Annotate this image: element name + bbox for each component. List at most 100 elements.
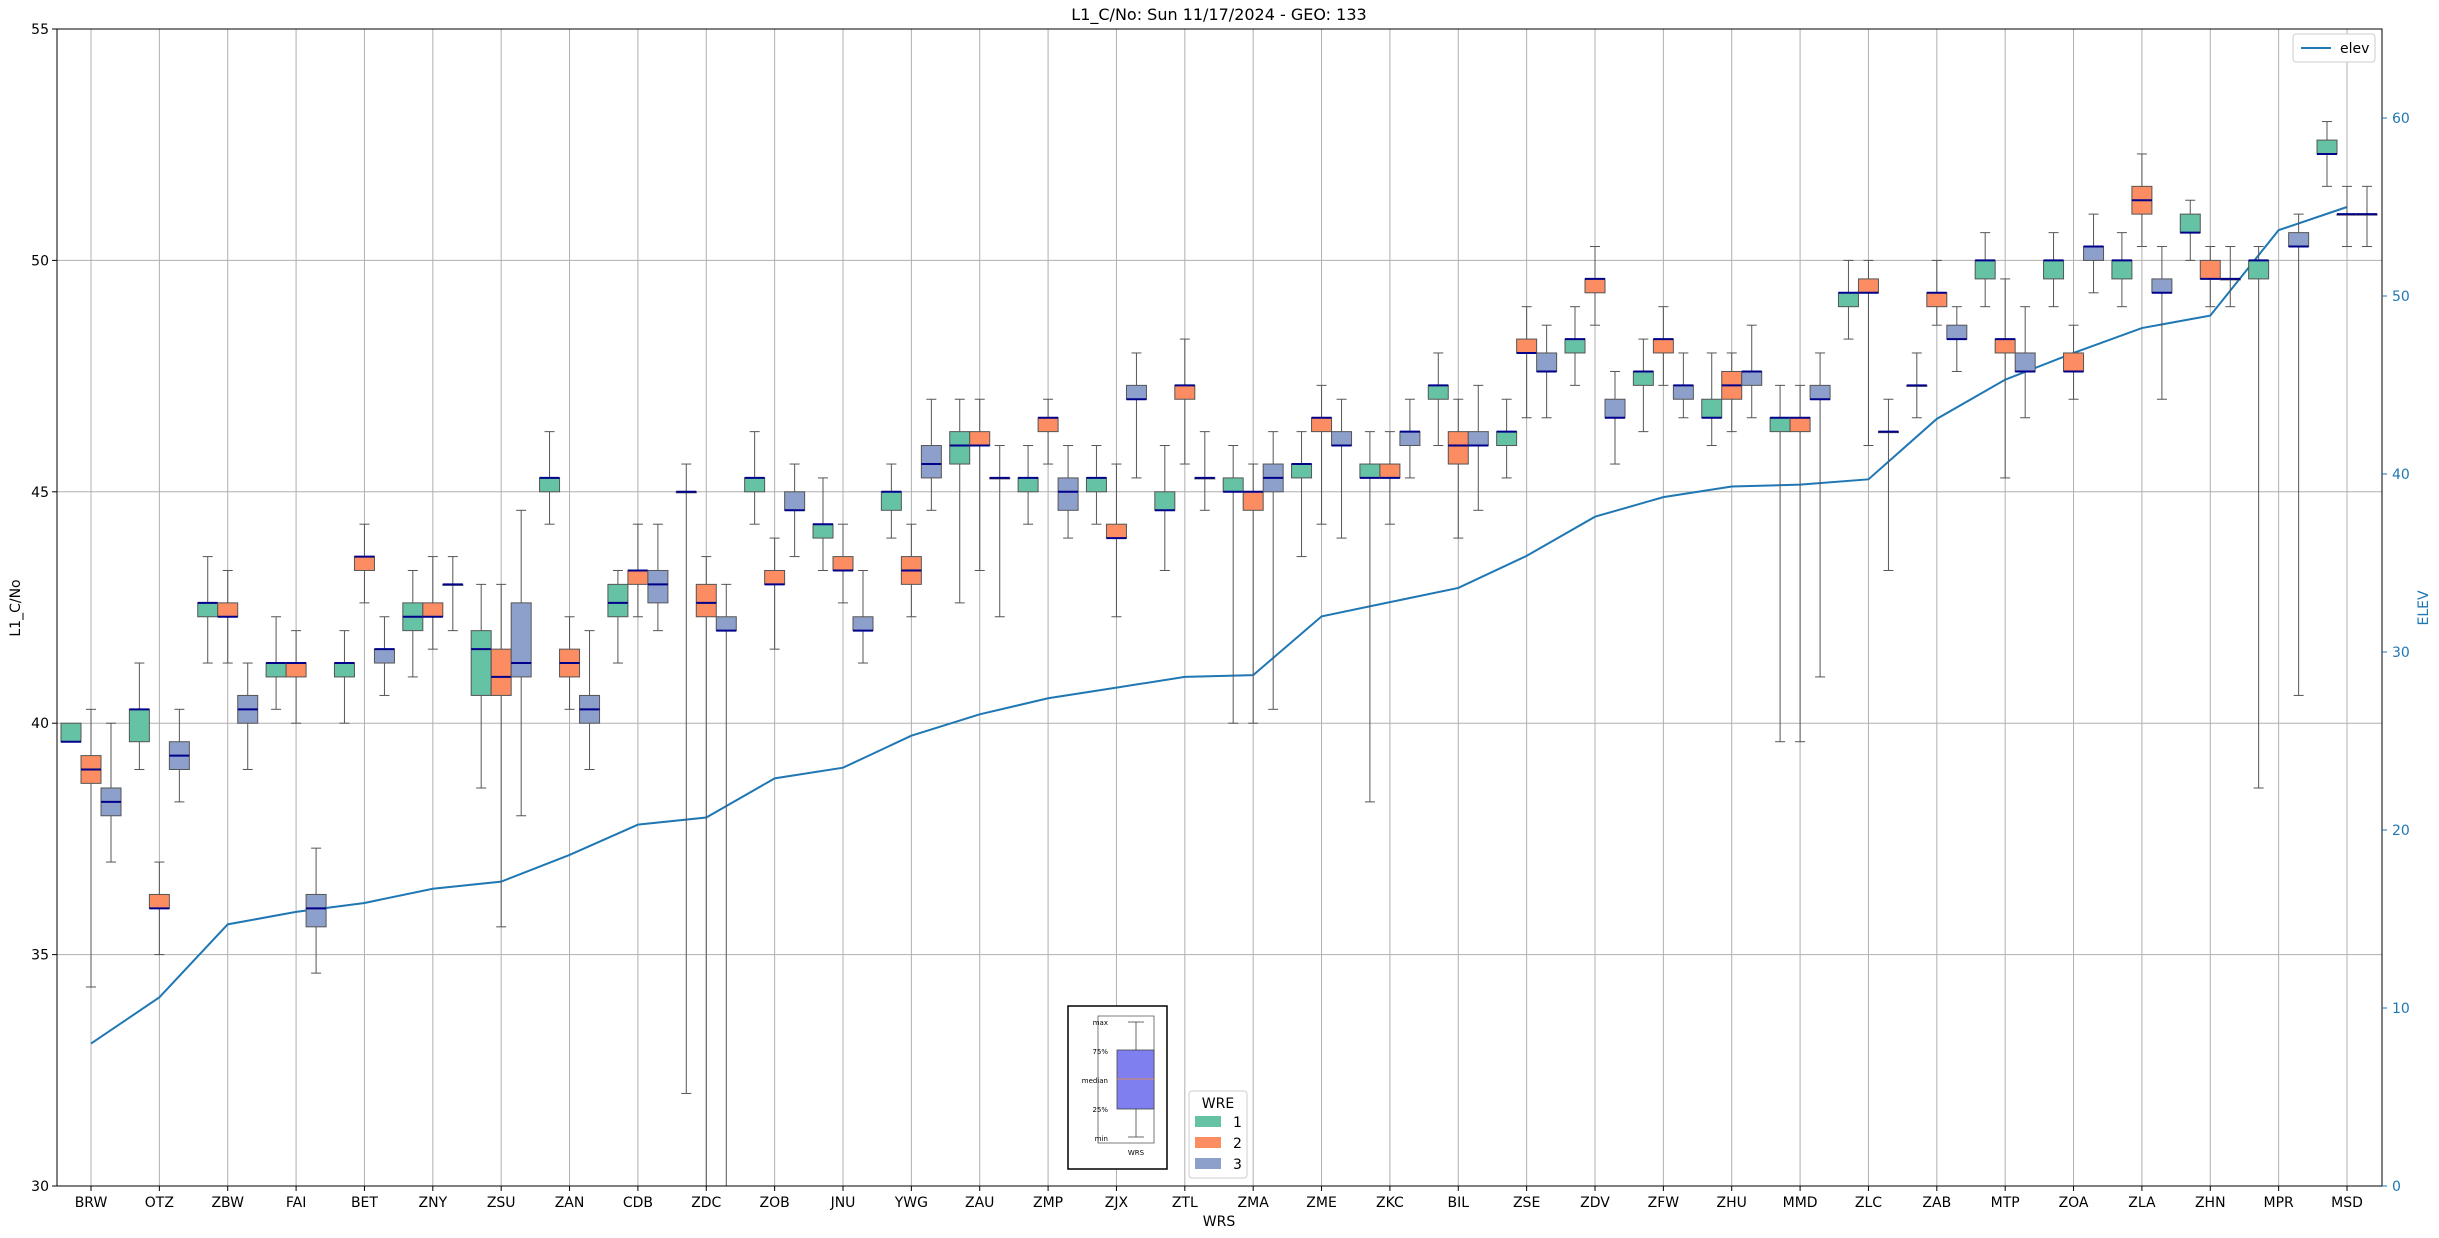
box-ZAN-wre1	[539, 431, 561, 525]
box-iqr	[128, 708, 150, 743]
box-iqr	[1311, 417, 1333, 433]
x-tick-label: MTP	[1991, 1195, 2020, 1211]
box-ZHN-wre2	[2199, 246, 2221, 308]
box-iqr	[265, 662, 287, 678]
box-BRW-wre2	[80, 708, 102, 988]
box-MTP-wre2	[1994, 278, 2016, 479]
y2-tick-label: 60	[2392, 111, 2410, 127]
box-BIL-wre1	[1427, 352, 1449, 447]
box-iqr	[1769, 417, 1791, 433]
box-ZMA-wre3	[1262, 431, 1284, 710]
box-ZHU-wre2	[1721, 352, 1743, 433]
box-iqr	[2014, 352, 2036, 372]
box-ZAN-wre3	[579, 630, 601, 770]
box-ZHU-wre3	[1741, 324, 1763, 419]
x-tick-label: MMD	[1783, 1195, 1818, 1211]
box-iqr	[1632, 370, 1654, 386]
box-BRW-wre1	[60, 722, 82, 743]
box-iqr	[1291, 463, 1313, 479]
box-iqr	[949, 431, 971, 465]
box-iqr	[1701, 398, 1723, 419]
y-tick-label: 55	[31, 22, 49, 38]
x-tick-label: ZAB	[1922, 1195, 1951, 1211]
box-ZOA-wre2	[2063, 324, 2085, 400]
x-tick-label: ZLC	[1855, 1195, 1882, 1211]
box-iqr	[333, 662, 355, 678]
y2-axis-label: ELEV	[2416, 590, 2432, 625]
box-JNU-wre1	[812, 477, 834, 571]
box-iqr	[1017, 477, 1039, 493]
box-OTZ-wre3	[168, 708, 190, 803]
box-ZOA-wre1	[2043, 232, 2065, 308]
box-iqr	[490, 648, 512, 696]
box-iqr	[2111, 259, 2133, 280]
box-iqr	[1331, 431, 1353, 447]
box-JNU-wre2	[832, 523, 854, 604]
x-tick-label: BET	[351, 1195, 378, 1211]
box-MSD-wre2	[2336, 185, 2358, 248]
box-iqr	[1741, 370, 1763, 386]
y-axis-left: 30 35 40 45 50 55	[31, 22, 57, 1195]
x-tick-label: MPR	[2264, 1195, 2295, 1211]
x-tick-label: ZHN	[2195, 1195, 2226, 1211]
x-tick-label: ZOA	[2059, 1195, 2089, 1211]
box-MMD-wre1	[1769, 384, 1791, 743]
box-ZMP-wre2	[1037, 398, 1059, 465]
box-iqr	[1427, 384, 1449, 400]
box-iqr	[1789, 417, 1811, 433]
box-ZJX-wre3	[1125, 352, 1147, 479]
box-ZOA-wre3	[2083, 213, 2105, 294]
box-ZFW-wre3	[1672, 352, 1694, 419]
box-iqr	[1379, 463, 1401, 479]
box-iqr	[2248, 259, 2270, 280]
box-MSD-wre1	[2316, 121, 2338, 187]
box-iqr	[285, 662, 307, 678]
elev-legend-label: elev	[2340, 41, 2369, 57]
box-ZME-wre3	[1331, 398, 1353, 539]
box-iqr	[1037, 417, 1059, 433]
box-CDB-wre1	[607, 569, 629, 664]
box-iqr	[2063, 352, 2085, 372]
x-tick-label: ZSU	[487, 1195, 516, 1211]
box-iqr	[1536, 352, 1558, 372]
box-iqr	[2199, 259, 2221, 280]
x-tick-label: JNU	[830, 1195, 856, 1211]
box-ZMA-wre2	[1242, 463, 1264, 724]
box-MMD-wre3	[1809, 352, 1831, 678]
box-iqr	[1946, 324, 1968, 340]
box-BRW-wre3	[100, 722, 122, 863]
key-label-max: max	[1093, 1019, 1108, 1027]
box-iqr	[2043, 259, 2065, 280]
x-axis: BRW OTZ ZBW FAI BET ZNY ZSU ZAN CDB ZDC ZOB JNU YWG Z…	[75, 1186, 2363, 1211]
x-tick-label: ZMP	[1033, 1195, 1063, 1211]
box-ZSU-wre2	[490, 583, 512, 928]
box-BIL-wre2	[1447, 398, 1469, 539]
box-MSD-wre3	[2356, 185, 2378, 248]
box-ZME-wre1	[1291, 431, 1313, 558]
box-ZHU-wre1	[1701, 352, 1723, 447]
wre-legend: WRE 1 2 3	[1188, 1090, 1248, 1179]
box-ZLC-wre1	[1837, 259, 1859, 340]
x-tick-label: CDB	[623, 1195, 653, 1211]
box-iqr	[2151, 278, 2173, 294]
box-iqr	[1105, 523, 1127, 539]
box-ZSE-wre3	[1536, 324, 1558, 419]
y-tick-label: 35	[31, 948, 49, 964]
box-ZTL-wre1	[1154, 445, 1176, 571]
box-ZBW-wre2	[217, 569, 239, 664]
box-MPR-wre3	[2288, 213, 2310, 696]
box-iqr	[1857, 278, 1879, 294]
box-ZAU-wre2	[969, 398, 991, 571]
box-iqr	[1242, 491, 1264, 511]
x-tick-label: ZJX	[1105, 1195, 1129, 1211]
box-iqr	[217, 602, 239, 618]
wre-legend-label-3: 3	[1233, 1157, 1242, 1173]
wre-legend-label-1: 1	[1233, 1115, 1242, 1131]
box-ZSU-wre3	[510, 509, 532, 817]
x-tick-label: ZDC	[691, 1195, 721, 1211]
box-MMD-wre2	[1789, 384, 1811, 743]
wre-legend-label-2: 2	[1233, 1136, 1242, 1152]
boxplot-key: max 75% median 25% min WRS	[1067, 1005, 1168, 1170]
box-ZOB-wre1	[744, 431, 766, 525]
box-ZAN-wre2	[559, 616, 581, 710]
